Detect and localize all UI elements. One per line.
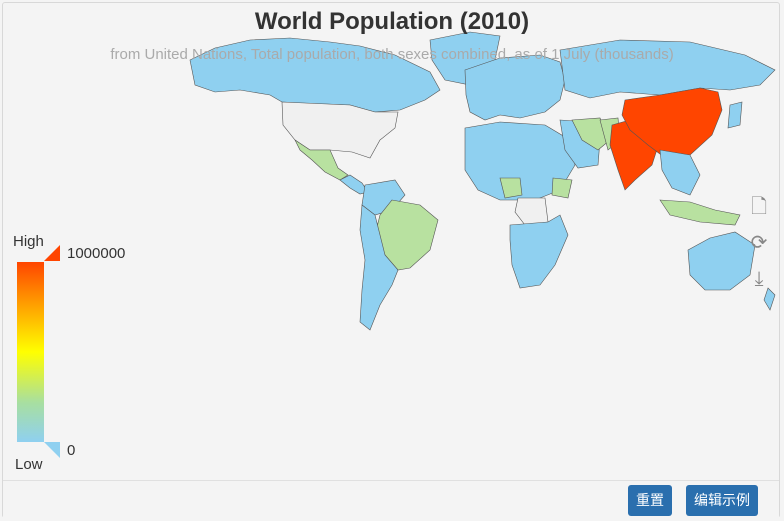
region-russia[interactable] — [559, 39, 776, 99]
toolbox: 🗋 ⟳ ⤓ — [746, 194, 772, 302]
region-ethiopia[interactable] — [551, 177, 573, 199]
legend-high-label: High — [13, 233, 44, 250]
region-mexico[interactable] — [294, 139, 349, 181]
download-icon[interactable]: ⤓ — [754, 268, 764, 290]
region-africa-south[interactable] — [509, 214, 569, 289]
legend-max-handle-icon[interactable] — [44, 245, 60, 261]
reset-button[interactable]: 重置 — [628, 485, 672, 516]
region-europe[interactable] — [464, 54, 566, 121]
region-nigeria[interactable] — [499, 177, 523, 199]
legend-low-label: Low — [15, 456, 43, 473]
region-iran[interactable] — [571, 117, 611, 151]
region-australia[interactable] — [687, 231, 756, 291]
legend-max-value: 1000000 — [67, 245, 126, 262]
legend-min-value: 0 — [67, 442, 76, 459]
legend-min-handle-icon[interactable] — [44, 442, 60, 458]
chart-title: World Population (2010) — [254, 8, 530, 35]
region-japan[interactable] — [727, 101, 743, 129]
chart-subtitle: from United Nations, Total population, b… — [110, 46, 674, 63]
region-indonesia[interactable] — [659, 199, 741, 226]
region-drc[interactable] — [514, 197, 549, 226]
region-canada[interactable] — [189, 37, 441, 113]
region-southeast-asia[interactable] — [659, 149, 701, 196]
region-new-zealand[interactable] — [763, 287, 776, 311]
document-icon[interactable]: 🗋 — [750, 196, 768, 218]
region-south-america-south[interactable] — [359, 204, 399, 331]
refresh-icon[interactable]: ⟳ — [750, 232, 768, 254]
region-china[interactable] — [621, 87, 723, 161]
legend-color-bar[interactable] — [17, 262, 44, 442]
edit-example-button[interactable]: 编辑示例 — [686, 485, 758, 516]
